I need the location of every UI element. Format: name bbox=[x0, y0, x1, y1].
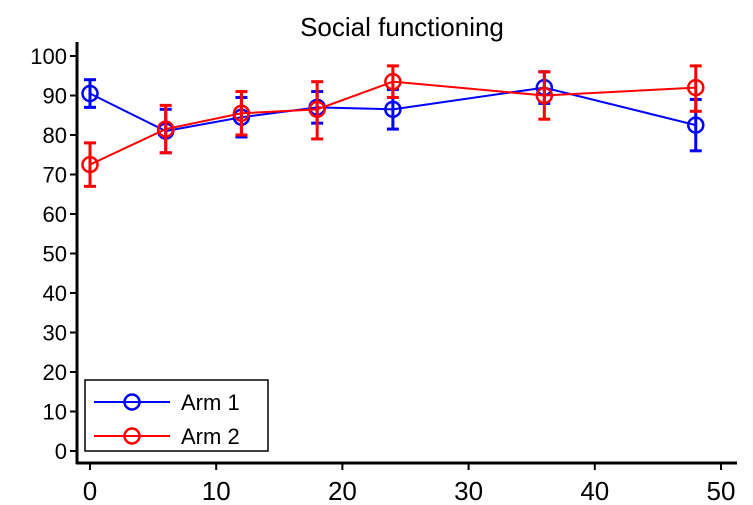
legend-swatch-marker bbox=[123, 393, 141, 411]
y-tick-label: 50 bbox=[43, 242, 67, 267]
y-tick-label: 90 bbox=[43, 84, 67, 109]
chart-title: Social functioning bbox=[300, 12, 504, 42]
data-point bbox=[687, 78, 705, 97]
x-tick-label: 40 bbox=[580, 476, 609, 505]
y-tick-label: 60 bbox=[43, 202, 67, 227]
y-tick-label: 30 bbox=[43, 321, 67, 346]
legend-swatch-marker bbox=[123, 427, 141, 445]
data-point bbox=[81, 155, 99, 174]
y-tick-label: 100 bbox=[30, 44, 67, 69]
y-tick-label: 10 bbox=[43, 400, 67, 425]
series-2 bbox=[81, 64, 705, 188]
x-tick-label: 30 bbox=[454, 476, 483, 505]
data-point bbox=[535, 86, 554, 105]
x-tick-label: 20 bbox=[328, 476, 357, 505]
y-tick-label: 70 bbox=[43, 163, 67, 188]
data-point bbox=[384, 72, 402, 91]
x-tick-label: 0 bbox=[83, 476, 97, 505]
data-point bbox=[81, 84, 99, 103]
data-point bbox=[384, 100, 402, 119]
data-point bbox=[232, 104, 251, 123]
y-tick-label: 0 bbox=[55, 439, 67, 464]
data-point bbox=[308, 100, 326, 119]
data-point bbox=[156, 120, 175, 138]
data-point bbox=[687, 116, 705, 134]
x-tick-label: 50 bbox=[707, 476, 736, 505]
y-tick-label: 40 bbox=[43, 281, 67, 306]
legend-box bbox=[84, 379, 269, 452]
legend: Arm 1 Arm 2 bbox=[84, 379, 269, 452]
y-tick-label: 80 bbox=[43, 123, 67, 148]
y-tick-label: 20 bbox=[43, 360, 67, 385]
x-tick-label: 10 bbox=[202, 476, 231, 505]
legend-label: Arm 1 bbox=[181, 390, 240, 415]
legend-label: Arm 2 bbox=[181, 424, 240, 449]
